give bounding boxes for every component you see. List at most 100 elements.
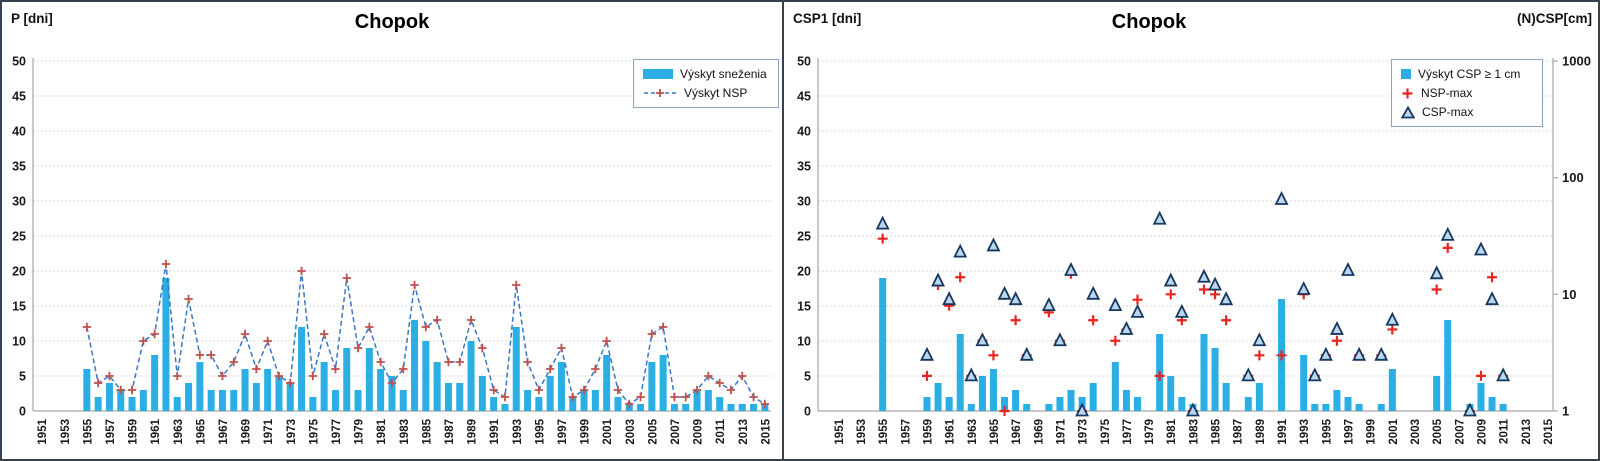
svg-text:1983: 1983 — [399, 419, 411, 445]
legend-item-snezenia: Výskyt sneženia — [643, 67, 769, 81]
svg-text:1951: 1951 — [37, 418, 49, 444]
svg-text:1957: 1957 — [900, 419, 912, 445]
svg-text:1965: 1965 — [195, 418, 207, 444]
right-panel-left-y-axis-title: CSP1 [dni] — [793, 11, 862, 26]
right-chart-plot: 0 5 10 15 20 25 30 35 40 45 50 1 10 100 1000 1951 1953 19… — [797, 54, 1591, 445]
right-chart-panel: CSP1 [dni] (N)CSP[cm] Chopok 0 5 10 15 20 25 3… — [784, 2, 1598, 459]
svg-text:0: 0 — [804, 405, 811, 419]
svg-text:1957: 1957 — [105, 419, 117, 445]
svg-text:2001: 2001 — [1388, 418, 1400, 444]
svg-text:50: 50 — [12, 55, 26, 69]
svg-text:1985: 1985 — [421, 418, 433, 444]
svg-text:1955: 1955 — [82, 418, 94, 444]
svg-text:40: 40 — [797, 125, 811, 139]
svg-text:1973: 1973 — [1078, 419, 1090, 445]
svg-text:20: 20 — [12, 265, 26, 279]
svg-text:1993: 1993 — [512, 419, 524, 445]
legend-label: Výskyt CSP ≥ 1 cm — [1418, 67, 1521, 81]
svg-text:45: 45 — [12, 90, 26, 104]
svg-text:1981: 1981 — [376, 418, 388, 444]
svg-text:1963: 1963 — [967, 419, 979, 445]
svg-text:1999: 1999 — [1366, 419, 1378, 445]
svg-text:15: 15 — [12, 300, 26, 314]
svg-text:2009: 2009 — [693, 419, 705, 445]
right-chart-title: Chopok — [1111, 11, 1187, 33]
svg-text:1991: 1991 — [489, 418, 501, 444]
svg-text:35: 35 — [797, 160, 811, 174]
svg-text:10: 10 — [1562, 287, 1576, 302]
svg-text:2005: 2005 — [647, 418, 659, 444]
left-chart-panel: P [dni] Chopok 0 5 10 15 20 25 30 35 40 45 50 1951 1… — [2, 2, 784, 459]
svg-text:1959: 1959 — [128, 419, 140, 445]
svg-text:1971: 1971 — [263, 418, 275, 444]
svg-text:40: 40 — [12, 125, 26, 139]
svg-text:25: 25 — [797, 230, 811, 244]
left-chart-title: Chopok — [354, 11, 430, 33]
svg-text:2011: 2011 — [1499, 418, 1511, 444]
svg-text:5: 5 — [19, 370, 26, 384]
svg-text:1991: 1991 — [1277, 418, 1289, 444]
svg-text:2003: 2003 — [1410, 419, 1422, 445]
legend-label: Výskyt sneženia — [680, 67, 767, 81]
svg-text:1997: 1997 — [557, 419, 569, 445]
svg-text:1953: 1953 — [856, 419, 868, 445]
svg-text:10: 10 — [12, 335, 26, 349]
svg-text:1977: 1977 — [1122, 419, 1134, 445]
svg-text:2015: 2015 — [1543, 418, 1555, 444]
legend-label: CSP-max — [1422, 105, 1474, 119]
svg-text:1979: 1979 — [1144, 419, 1156, 445]
svg-text:1987: 1987 — [444, 419, 456, 445]
svg-text:2007: 2007 — [1454, 419, 1466, 445]
dashed-line-plus-icon — [644, 89, 676, 97]
svg-text:20: 20 — [797, 265, 811, 279]
svg-text:1975: 1975 — [308, 418, 320, 444]
square-swatch-icon — [1401, 69, 1411, 79]
svg-text:1981: 1981 — [1166, 418, 1178, 444]
right-chart-legend: Výskyt CSP ≥ 1 cm NSP-max CSP-max — [1391, 59, 1543, 127]
svg-text:1951: 1951 — [834, 418, 846, 444]
svg-text:2005: 2005 — [1432, 418, 1444, 444]
svg-text:2015: 2015 — [760, 418, 772, 444]
svg-text:15: 15 — [797, 300, 811, 314]
svg-text:1959: 1959 — [922, 419, 934, 445]
svg-text:1995: 1995 — [1321, 418, 1333, 444]
left-chart-plot: 0 5 10 15 20 25 30 35 40 45 50 1951 1953 1955 1957 1959… — [12, 55, 772, 445]
svg-text:1953: 1953 — [60, 419, 72, 445]
legend-item-nsp-max: NSP-max — [1401, 86, 1533, 100]
svg-text:5: 5 — [804, 370, 811, 384]
svg-text:2007: 2007 — [670, 419, 682, 445]
svg-text:30: 30 — [12, 195, 26, 209]
svg-text:0: 0 — [19, 405, 26, 419]
svg-text:1999: 1999 — [580, 419, 592, 445]
svg-text:1979: 1979 — [354, 419, 366, 445]
legend-label: NSP-max — [1421, 86, 1473, 100]
svg-text:1965: 1965 — [989, 418, 1001, 444]
svg-text:45: 45 — [797, 90, 811, 104]
legend-item-csp-days: Výskyt CSP ≥ 1 cm — [1401, 67, 1533, 81]
legend-item-nsp: Výskyt NSP — [643, 86, 769, 100]
svg-text:1967: 1967 — [1011, 419, 1023, 445]
svg-text:2001: 2001 — [602, 418, 614, 444]
svg-text:1963: 1963 — [173, 419, 185, 445]
svg-text:2009: 2009 — [1476, 419, 1488, 445]
svg-text:1985: 1985 — [1211, 418, 1223, 444]
svg-text:1989: 1989 — [467, 419, 479, 445]
svg-text:1973: 1973 — [286, 419, 298, 445]
legend-item-csp-max: CSP-max — [1401, 105, 1533, 119]
svg-text:1969: 1969 — [1033, 419, 1045, 445]
svg-text:2013: 2013 — [738, 419, 750, 445]
svg-text:10: 10 — [797, 335, 811, 349]
svg-text:1971: 1971 — [1055, 418, 1067, 444]
svg-text:1961: 1961 — [945, 418, 957, 444]
svg-text:25: 25 — [12, 230, 26, 244]
svg-text:1975: 1975 — [1100, 418, 1112, 444]
left-chart-legend: Výskyt sneženia Výskyt NSP — [633, 59, 779, 108]
svg-text:1977: 1977 — [331, 419, 343, 445]
svg-text:30: 30 — [797, 195, 811, 209]
svg-text:1: 1 — [1562, 404, 1569, 419]
svg-text:1961: 1961 — [150, 418, 162, 444]
svg-text:2003: 2003 — [625, 419, 637, 445]
svg-text:1969: 1969 — [241, 419, 253, 445]
svg-text:35: 35 — [12, 160, 26, 174]
